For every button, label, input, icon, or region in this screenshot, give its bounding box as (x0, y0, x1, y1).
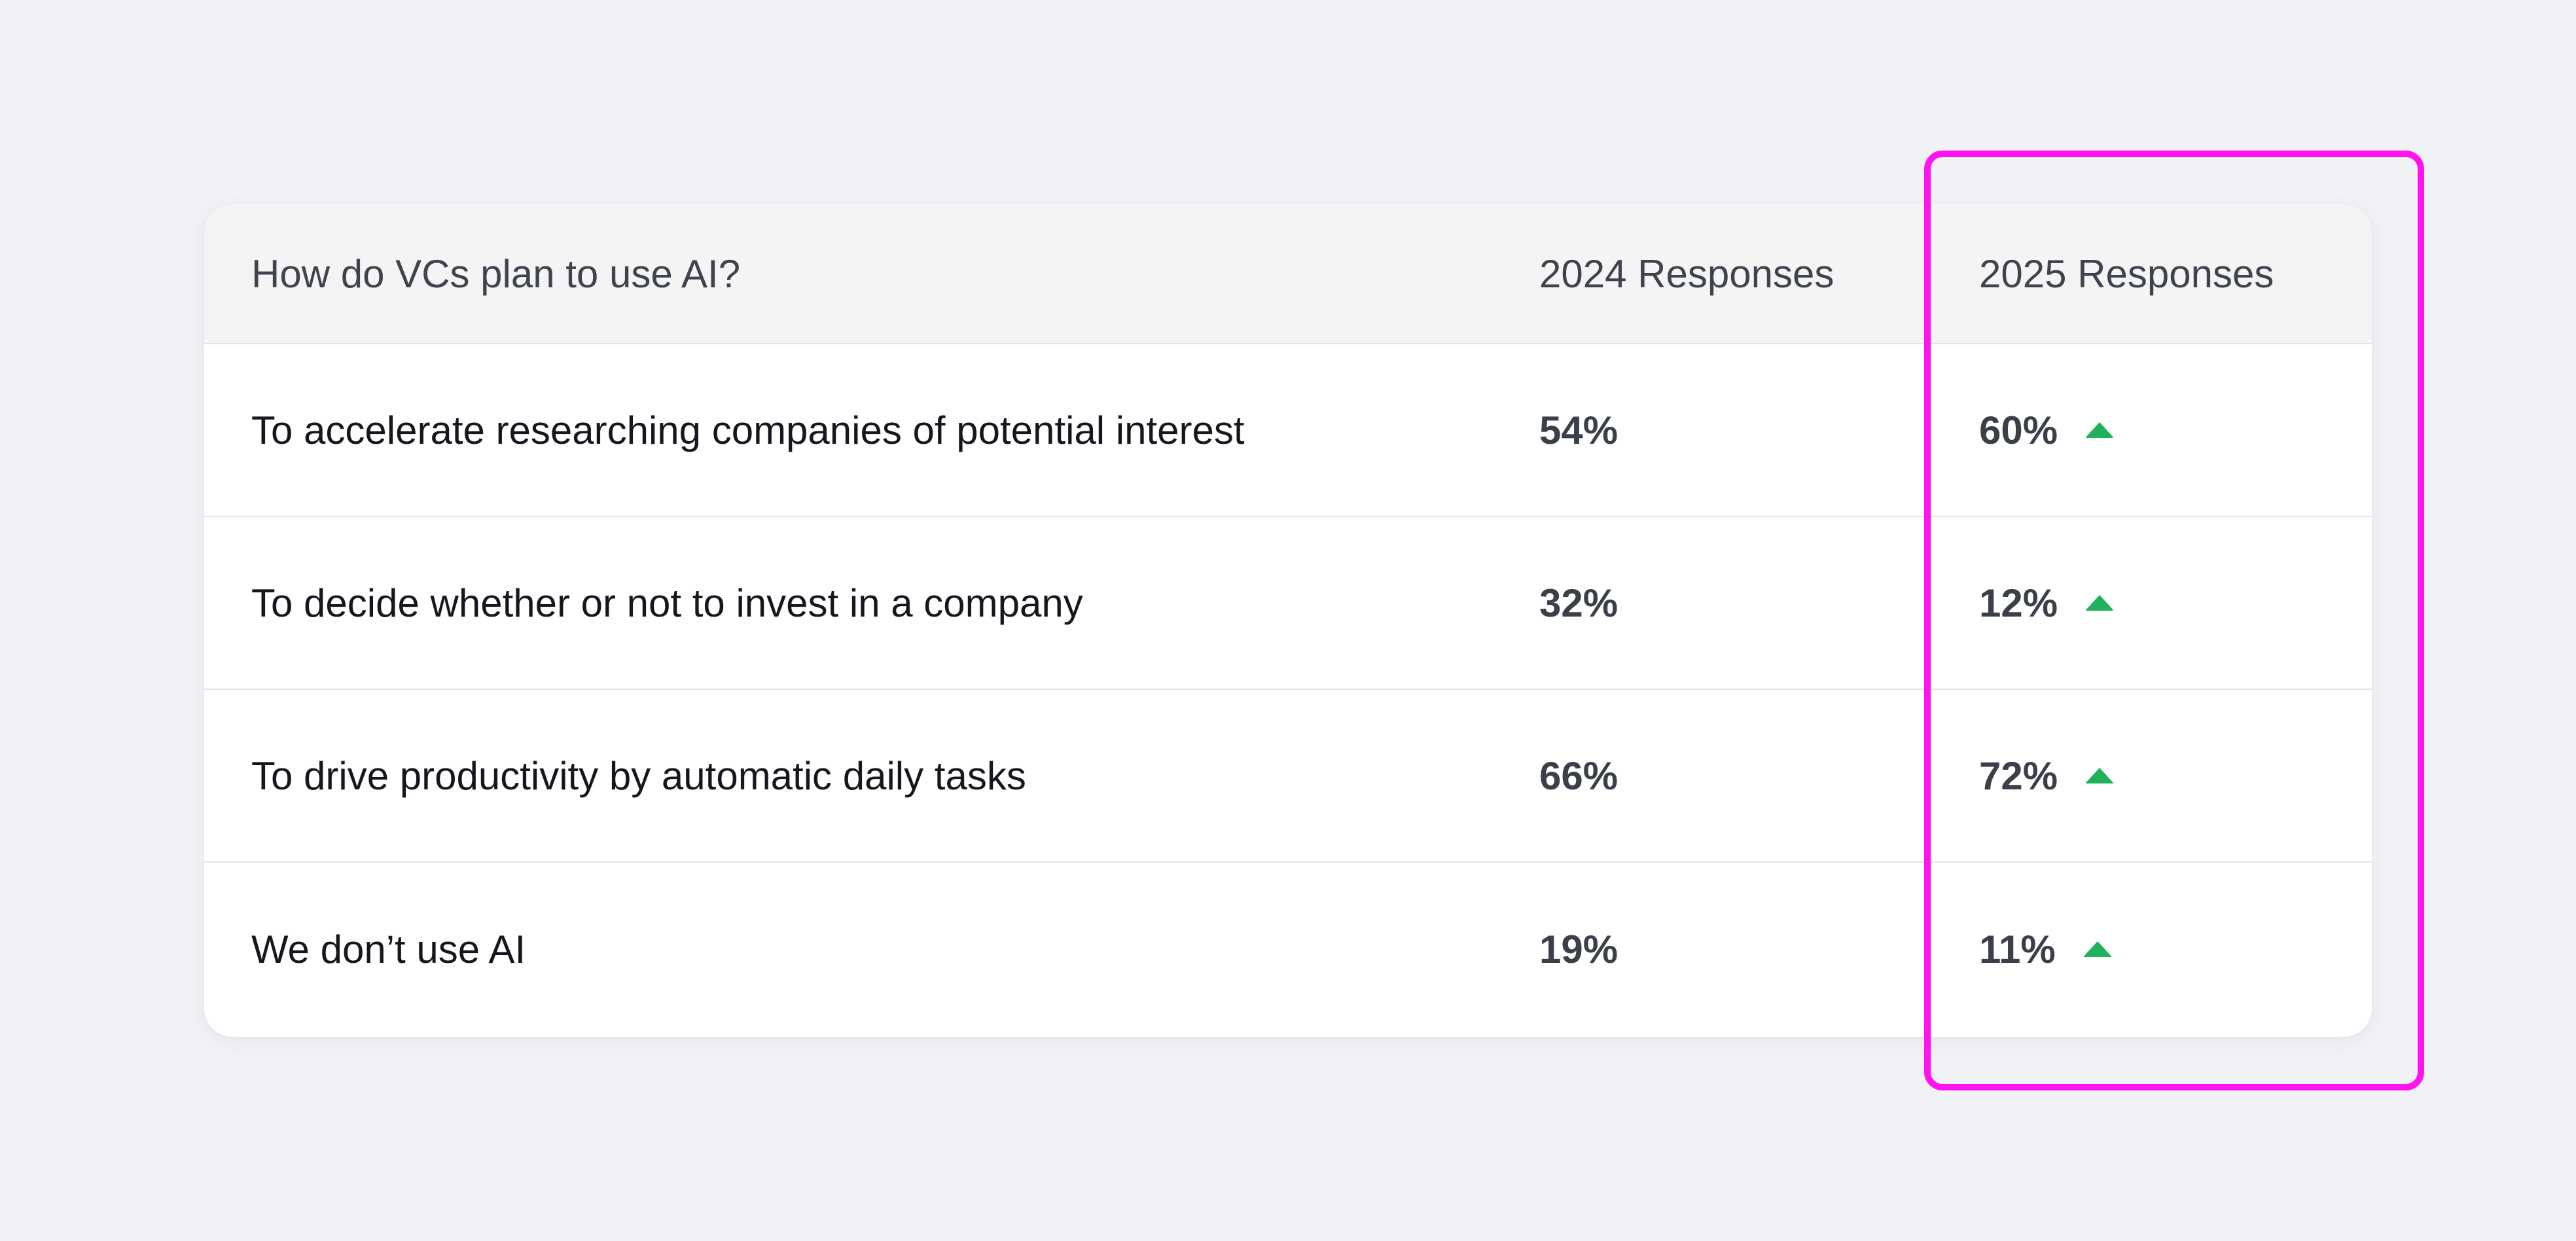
row-2024-value: 19% (1539, 927, 1619, 971)
column-header-2024: 2024 Responses (1539, 251, 1834, 296)
table-row: To accelerate researching companies of p… (204, 344, 2372, 517)
row-2025-value: 12% (1979, 581, 2058, 625)
row-2025-cell: 11% (1979, 863, 2112, 1035)
row-2025-value: 60% (1979, 408, 2058, 452)
triangle-up-icon (2085, 595, 2115, 611)
row-2025-cell: 60% (1979, 344, 2115, 516)
row-2025-cell: 12% (1979, 517, 2115, 689)
table-row: To drive productivity by automatic daily… (204, 690, 2372, 863)
row-question: To decide whether or not to invest in a … (251, 581, 1083, 625)
column-header-2025: 2025 Responses (1979, 251, 2274, 296)
row-question: We don’t use AI (251, 927, 526, 971)
row-question: To drive productivity by automatic daily… (251, 753, 1026, 798)
row-2025-value: 72% (1979, 753, 2058, 798)
survey-table: How do VCs plan to use AI? 2024 Response… (204, 204, 2372, 1037)
triangle-up-icon (2085, 422, 2115, 438)
column-header-question: How do VCs plan to use AI? (251, 251, 741, 296)
row-2024-value: 66% (1539, 753, 1619, 798)
table-row: We don’t use AI 19% 11% (204, 863, 2372, 1035)
row-2025-value: 11% (1979, 927, 2056, 971)
row-question: To accelerate researching companies of p… (251, 408, 1245, 452)
row-2024-value: 32% (1539, 581, 1619, 625)
triangle-up-icon (2085, 768, 2115, 783)
table-row: To decide whether or not to invest in a … (204, 517, 2372, 690)
triangle-up-icon (2083, 941, 2112, 957)
row-2024-value: 54% (1539, 408, 1619, 452)
table-header-row: How do VCs plan to use AI? 2024 Response… (204, 204, 2372, 344)
row-2025-cell: 72% (1979, 690, 2115, 861)
